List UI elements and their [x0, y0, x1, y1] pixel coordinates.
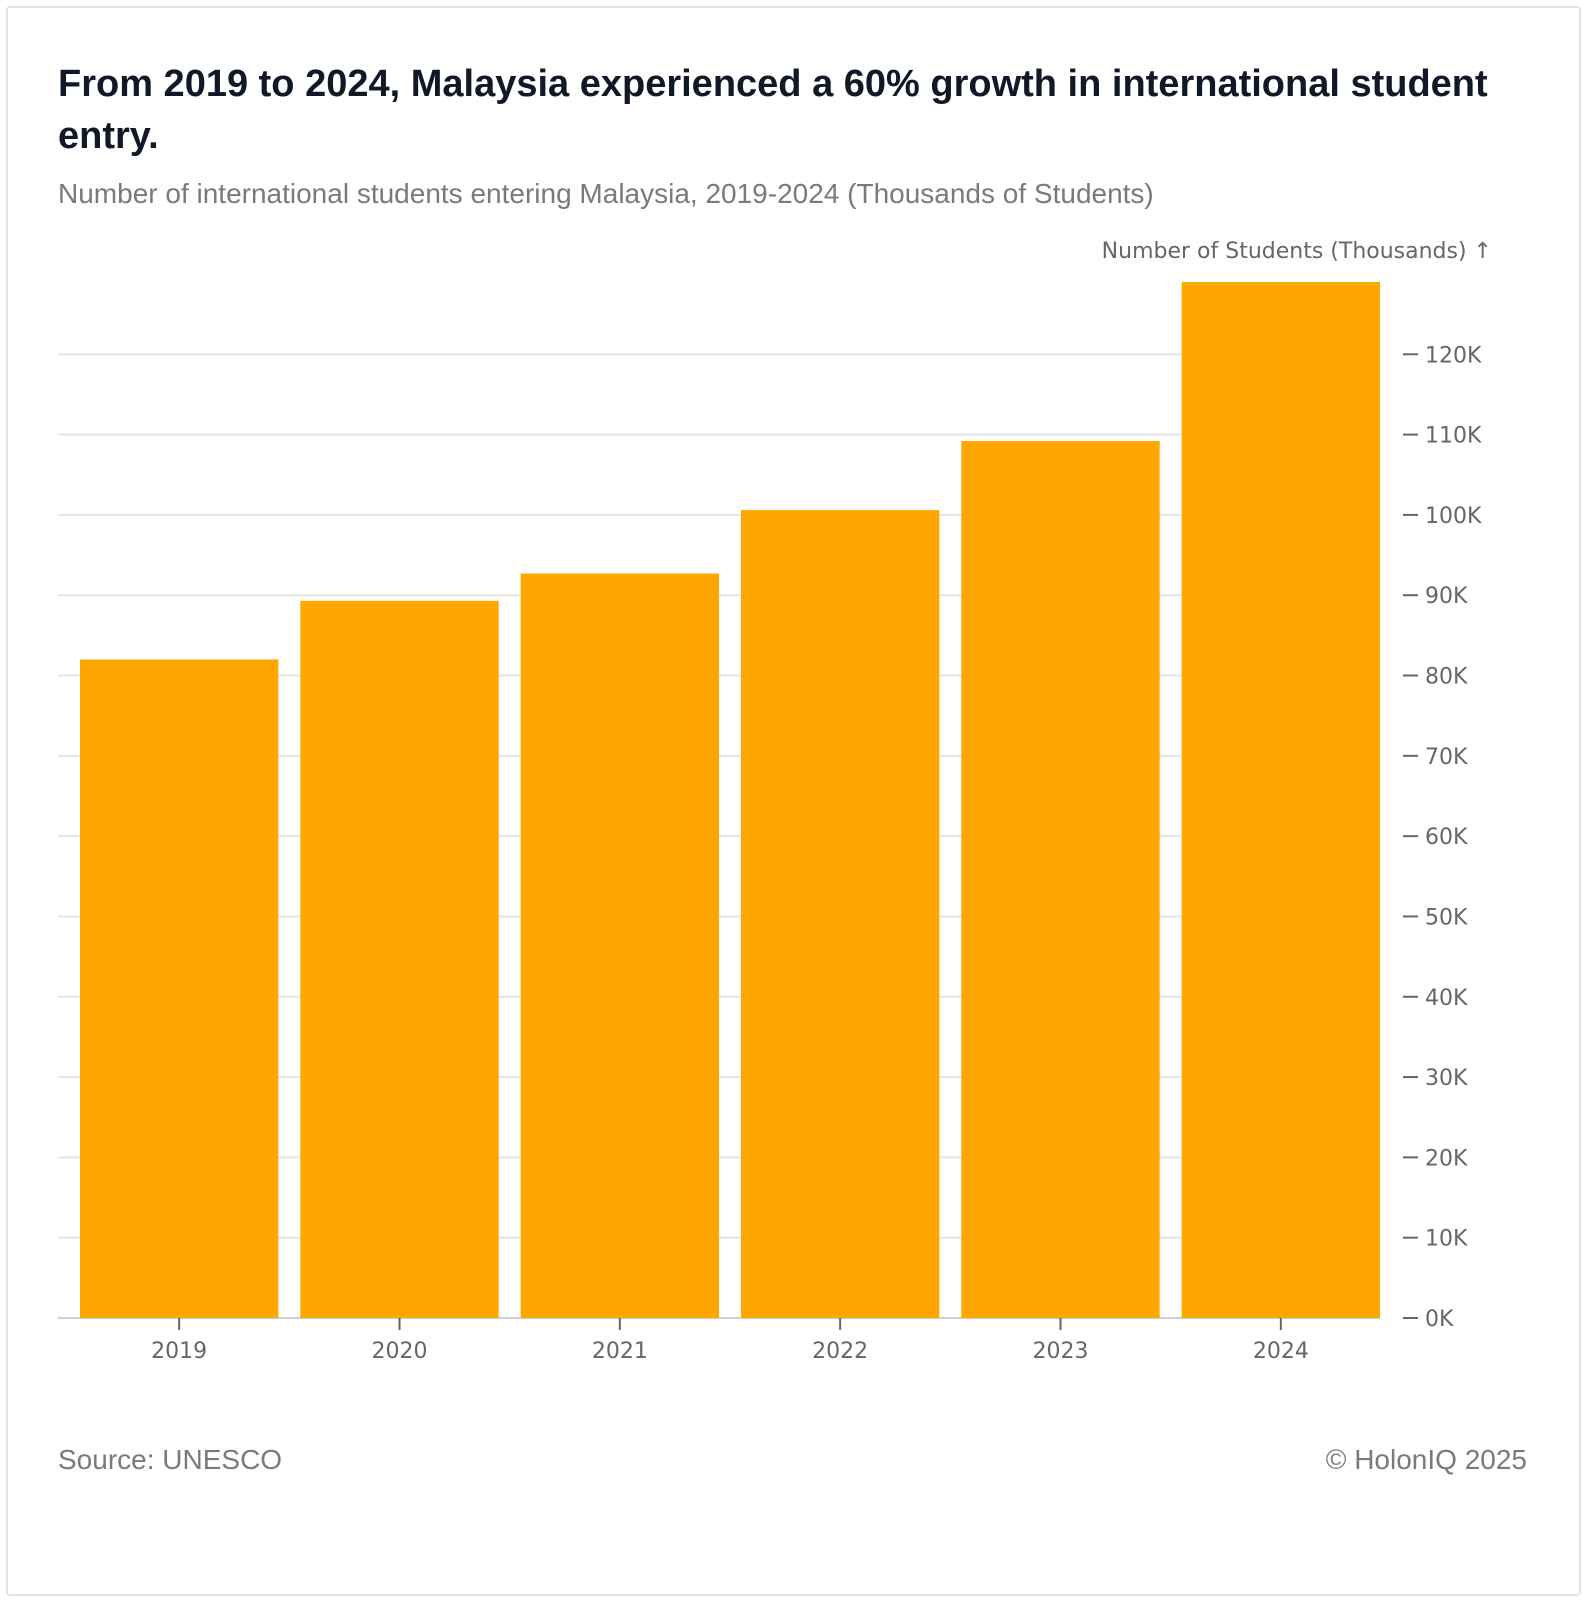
y-tick-label: 70K	[1425, 745, 1468, 770]
copyright-note: © HolonIQ 2025	[1325, 1444, 1527, 1475]
y-tick-label: 60K	[1425, 825, 1468, 850]
bar	[961, 441, 1160, 1319]
x-tick-label: 2019	[151, 1339, 207, 1364]
y-axis: 0K 10K 20K 30K 40K 50K 60K 70K 80K 90K 100K 110K 120…	[1403, 343, 1482, 1332]
y-tick-label: 120K	[1425, 343, 1482, 368]
chart-subtitle: Number of international students enterin…	[58, 178, 1154, 209]
x-tick-label: 2024	[1253, 1339, 1309, 1364]
y-tick-label: 50K	[1425, 905, 1468, 930]
bars	[80, 282, 1380, 1319]
y-tick-label: 30K	[1425, 1066, 1468, 1091]
y-tick-label: 100K	[1425, 504, 1482, 529]
chart-title: From 2019 to 2024, Malaysia experienced …	[58, 63, 1488, 157]
bar	[741, 510, 940, 1318]
y-tick-label: 80K	[1425, 665, 1468, 690]
bar	[300, 600, 499, 1318]
x-axis: 2019 2020 2021 2022 2023 2024	[151, 1318, 1309, 1364]
x-tick-label: 2021	[592, 1339, 648, 1364]
y-tick-label: 20K	[1425, 1146, 1468, 1171]
x-tick-label: 2022	[812, 1339, 868, 1364]
x-tick-label: 2023	[1033, 1339, 1089, 1364]
y-tick-label: 40K	[1425, 986, 1468, 1011]
y-axis-label: Number of Students (Thousands) ↑	[1102, 239, 1492, 264]
x-tick-label: 2020	[372, 1339, 428, 1364]
bar	[520, 573, 719, 1318]
source-note: Source: UNESCO	[58, 1444, 283, 1475]
y-tick-label: 90K	[1425, 584, 1468, 609]
y-tick-label: 0K	[1425, 1307, 1454, 1332]
y-tick-label: 10K	[1425, 1227, 1468, 1252]
bar	[80, 659, 279, 1318]
bar	[1181, 282, 1380, 1318]
y-tick-label: 110K	[1425, 424, 1482, 449]
